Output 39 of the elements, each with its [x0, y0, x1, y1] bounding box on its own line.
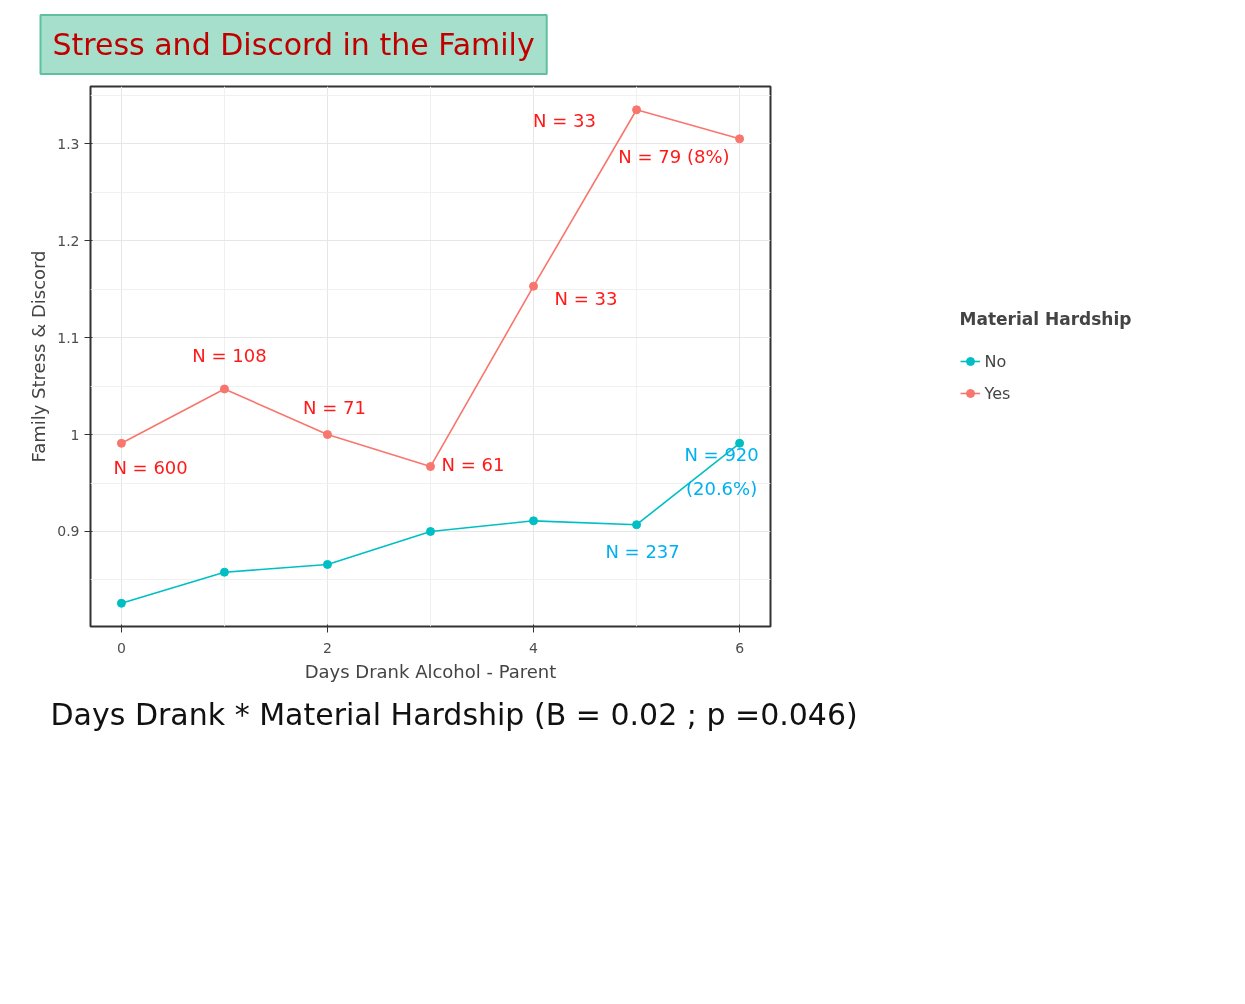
- point: [735, 438, 745, 448]
- annotation: N = 237: [605, 541, 680, 563]
- y-tick-label: 0.9: [57, 523, 80, 540]
- point: [632, 520, 642, 530]
- y-tick-label: 1: [70, 426, 80, 443]
- point: [219, 384, 229, 394]
- x-tick-label: 6: [735, 639, 745, 656]
- annotation: N = 920 (20.6%): [684, 443, 759, 499]
- x-tick-label: 2: [323, 639, 332, 656]
- text: Days Drank * Material Hardship (B = 0.02 ; p =0.046): [50, 696, 858, 732]
- point: [116, 438, 126, 448]
- point: [322, 559, 332, 569]
- legend-label: No: [984, 351, 1007, 371]
- point: [426, 527, 435, 536]
- point: [116, 598, 126, 608]
- legend-label: Yes: [984, 383, 1011, 403]
- annotation: N = 71: [303, 397, 366, 419]
- annotation: N = 79 (8%): [618, 146, 730, 168]
- point: [735, 134, 745, 144]
- x-tick-label: 0: [116, 639, 126, 656]
- annotation: N = 33: [533, 110, 597, 132]
- legend-title: Material Hardship: [959, 309, 1132, 329]
- point: [632, 105, 642, 115]
- y-axis-title: Family Stress & Discord: [28, 250, 50, 463]
- annotation: N = 108: [192, 345, 267, 367]
- chart-title: Stress and Discord in the Family: [52, 27, 535, 62]
- point: [529, 281, 539, 291]
- x-tick-label: 4: [529, 639, 539, 656]
- y-tick-label: 1.3: [57, 135, 80, 152]
- x-axis-title: Days Drank Alcohol - Parent: [304, 660, 557, 682]
- point: [322, 430, 332, 440]
- annotation: N = 33: [554, 287, 618, 309]
- point: [529, 516, 539, 526]
- annotation: N = 600: [113, 456, 188, 478]
- annotation: N = 61: [441, 454, 505, 476]
- point: [426, 462, 435, 472]
- y-tick-label: 1.2: [57, 232, 80, 249]
- point: [219, 567, 229, 577]
- y-tick-label: 1.1: [57, 329, 80, 346]
